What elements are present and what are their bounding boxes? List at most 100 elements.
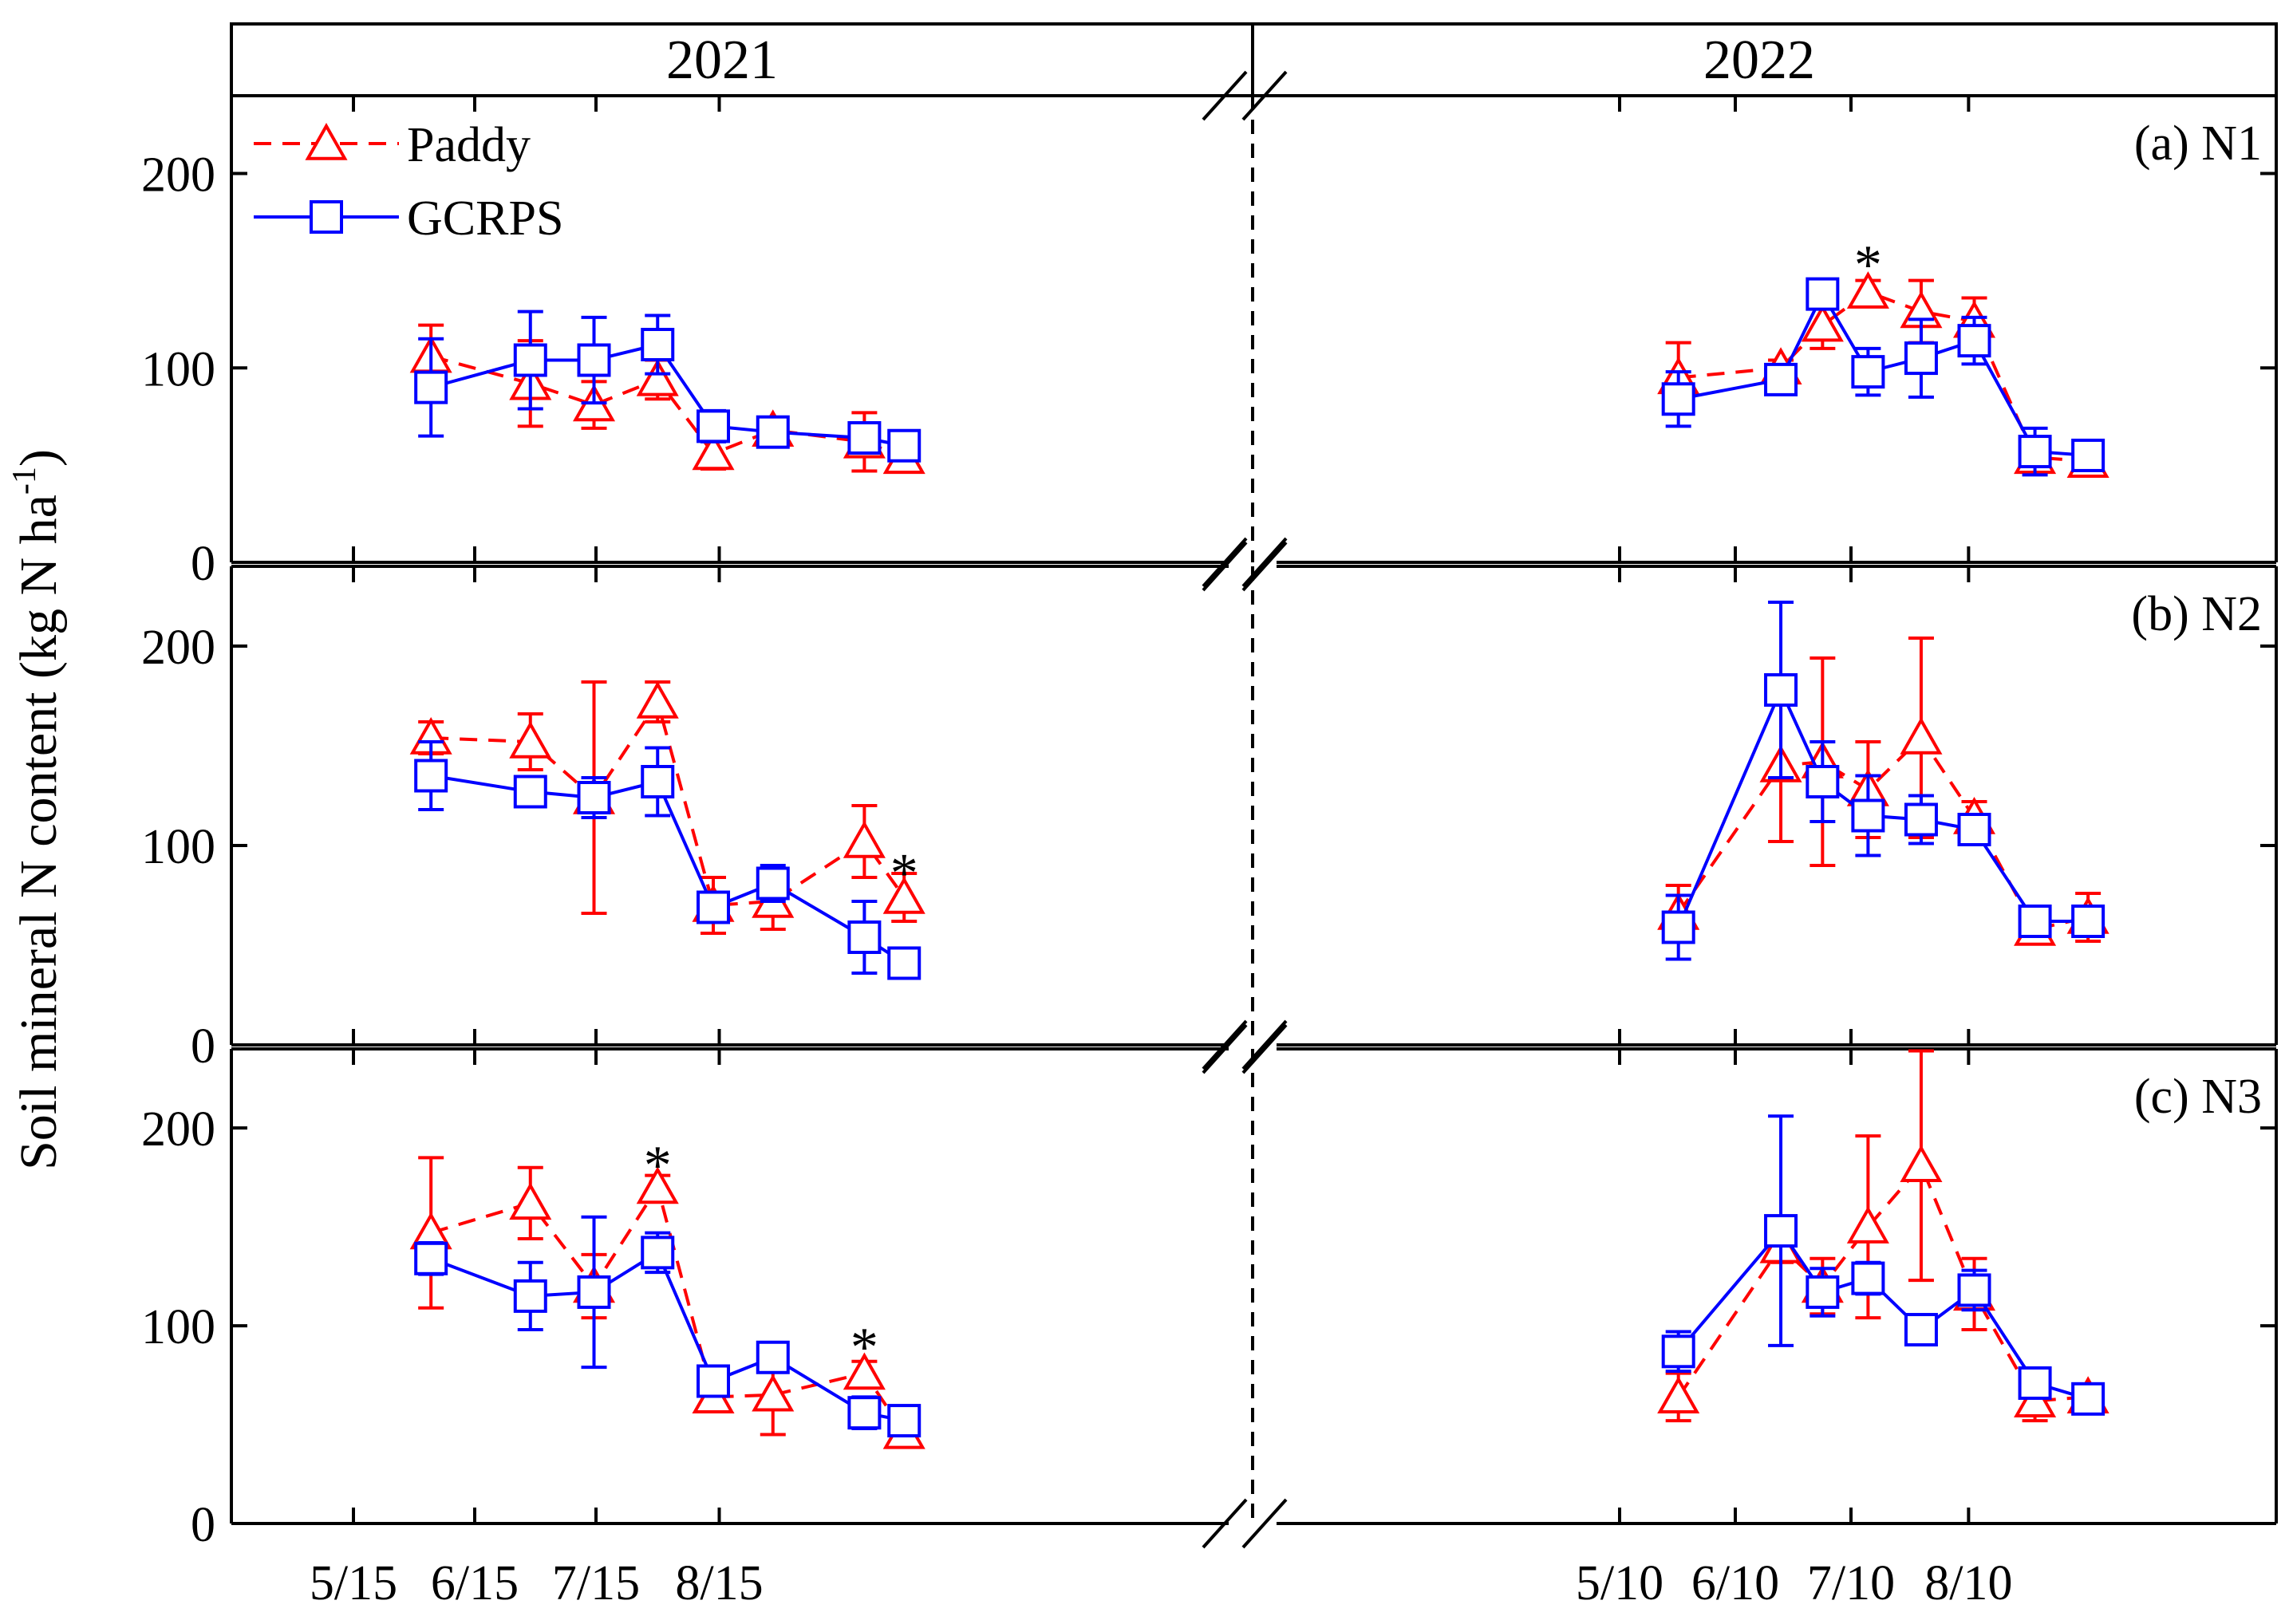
axis-break-mark xyxy=(1202,537,1248,588)
paddy-point xyxy=(1846,1206,1889,1244)
significance-star: * xyxy=(644,1135,672,1196)
x-tick-label: 8/10 xyxy=(1924,1556,2012,1610)
gcrps-point xyxy=(641,1236,675,1270)
gcrps-point xyxy=(414,370,448,404)
axis-break-mark xyxy=(1241,1019,1288,1070)
y-tick-label: 100 xyxy=(141,1300,215,1354)
gcrps-point xyxy=(2018,905,2052,938)
chart-labels: 2021 2022 0 100 200 (a) N1 0 100 200 (b) N2 0 100 20… xyxy=(6,30,2262,1610)
axis-break-mark xyxy=(1202,1023,1248,1074)
gcrps-point xyxy=(847,1396,882,1430)
significance-star: * xyxy=(1854,235,1882,296)
y-axis-label: Soil mineral N content (kg N ha-1) xyxy=(6,449,68,1170)
chart-frame xyxy=(230,22,2278,1549)
gcrps-point xyxy=(1904,341,1938,376)
year-label-2021: 2021 xyxy=(666,30,778,91)
gcrps-point xyxy=(1904,1313,1938,1347)
gcrps-point xyxy=(1806,1275,1840,1309)
gcrps-point xyxy=(1806,765,1840,798)
paddy-point xyxy=(636,358,679,396)
gcrps-point xyxy=(1764,1214,1798,1248)
axis-break-mark xyxy=(1241,541,1288,592)
gcrps-point xyxy=(756,866,790,901)
gcrps-point xyxy=(2071,1382,2105,1416)
gcrps-point xyxy=(577,781,611,814)
gcrps-point xyxy=(1957,1273,1991,1307)
paddy-point xyxy=(1900,716,1943,755)
axis-break-mark xyxy=(1202,1498,1248,1549)
gcrps-point xyxy=(2071,438,2105,472)
y-tick-label: 200 xyxy=(141,148,215,203)
axis-break-mark xyxy=(1202,70,1248,121)
gcrps-point xyxy=(1904,802,1938,837)
y-axis-label-sup: -1 xyxy=(6,467,43,495)
gcrps-point xyxy=(414,759,448,793)
legend-paddy-label: Paddy xyxy=(407,118,531,172)
gcrps-point xyxy=(310,200,343,234)
gcrps-point xyxy=(1806,277,1840,311)
gcrps-point xyxy=(1661,382,1695,416)
axis-break-mark xyxy=(1241,1023,1288,1074)
chart-marks xyxy=(254,122,2109,1449)
gcrps-point xyxy=(641,328,675,361)
gcrps-point xyxy=(1851,798,1885,833)
paddy-point xyxy=(509,1182,552,1220)
x-tick-label: 6/15 xyxy=(431,1556,519,1610)
gcrps-point xyxy=(1661,910,1695,944)
gcrps-point xyxy=(513,343,547,377)
gcrps-point xyxy=(697,409,731,443)
gcrps-point xyxy=(887,946,922,980)
gcrps-point xyxy=(414,1241,448,1275)
y-axis-label-main: Soil mineral N content (kg N ha xyxy=(10,495,68,1170)
significance-star: * xyxy=(890,843,918,905)
x-tick-label: 7/10 xyxy=(1807,1556,1895,1610)
gcrps-point xyxy=(1661,1334,1695,1369)
axis-break-mark xyxy=(1202,541,1248,592)
paddy-point xyxy=(305,122,348,160)
x-tick-label: 5/15 xyxy=(310,1556,397,1610)
panel-label: (c) N3 xyxy=(2134,1070,2262,1124)
paddy-point xyxy=(1657,1376,1700,1414)
axis-break-mark xyxy=(1241,537,1288,588)
gcrps-point xyxy=(847,421,882,455)
paddy-point xyxy=(843,1352,886,1390)
y-tick-label: 100 xyxy=(141,820,215,874)
gcrps-point xyxy=(641,765,675,798)
gcrps-point xyxy=(887,428,922,463)
paddy-point xyxy=(692,432,735,471)
paddy-point xyxy=(509,720,552,759)
gcrps-point xyxy=(847,920,882,954)
x-tick-label: 6/10 xyxy=(1691,1556,1779,1610)
y-tick-label: 200 xyxy=(141,621,215,675)
y-axis-label-close: ) xyxy=(10,449,68,467)
gcrps-point xyxy=(1957,324,1991,358)
x-tick-label: 8/15 xyxy=(675,1556,763,1610)
gcrps-point xyxy=(756,1340,790,1374)
gcrps-point xyxy=(1764,673,1798,707)
y-tick-label: 0 xyxy=(191,537,215,591)
x-tick-label: 7/15 xyxy=(552,1556,640,1610)
paddy-point xyxy=(1846,271,1889,309)
x-tick-label: 5/10 xyxy=(1576,1556,1663,1610)
y-tick-label: 0 xyxy=(191,1498,215,1552)
gcrps-point xyxy=(2018,1366,2052,1400)
paddy-point xyxy=(636,680,679,719)
gcrps-point xyxy=(1851,355,1885,389)
paddy-point xyxy=(1900,1145,1943,1182)
paddy-point xyxy=(882,876,925,914)
year-label-2022: 2022 xyxy=(1703,30,1815,91)
gcrps-point xyxy=(1957,813,1991,846)
panel-label: (a) N1 xyxy=(2134,116,2262,171)
gcrps-point xyxy=(2018,435,2052,469)
gcrps-point xyxy=(513,775,547,809)
gcrps-point xyxy=(1851,1261,1885,1295)
y-tick-label: 200 xyxy=(141,1102,215,1157)
gcrps-point xyxy=(577,1275,611,1309)
panel-label: (b) N2 xyxy=(2131,587,2262,641)
gcrps-point xyxy=(697,1364,731,1398)
axis-break-mark xyxy=(1241,70,1288,121)
y-tick-label: 100 xyxy=(141,342,215,396)
significance-star: * xyxy=(850,1317,878,1378)
